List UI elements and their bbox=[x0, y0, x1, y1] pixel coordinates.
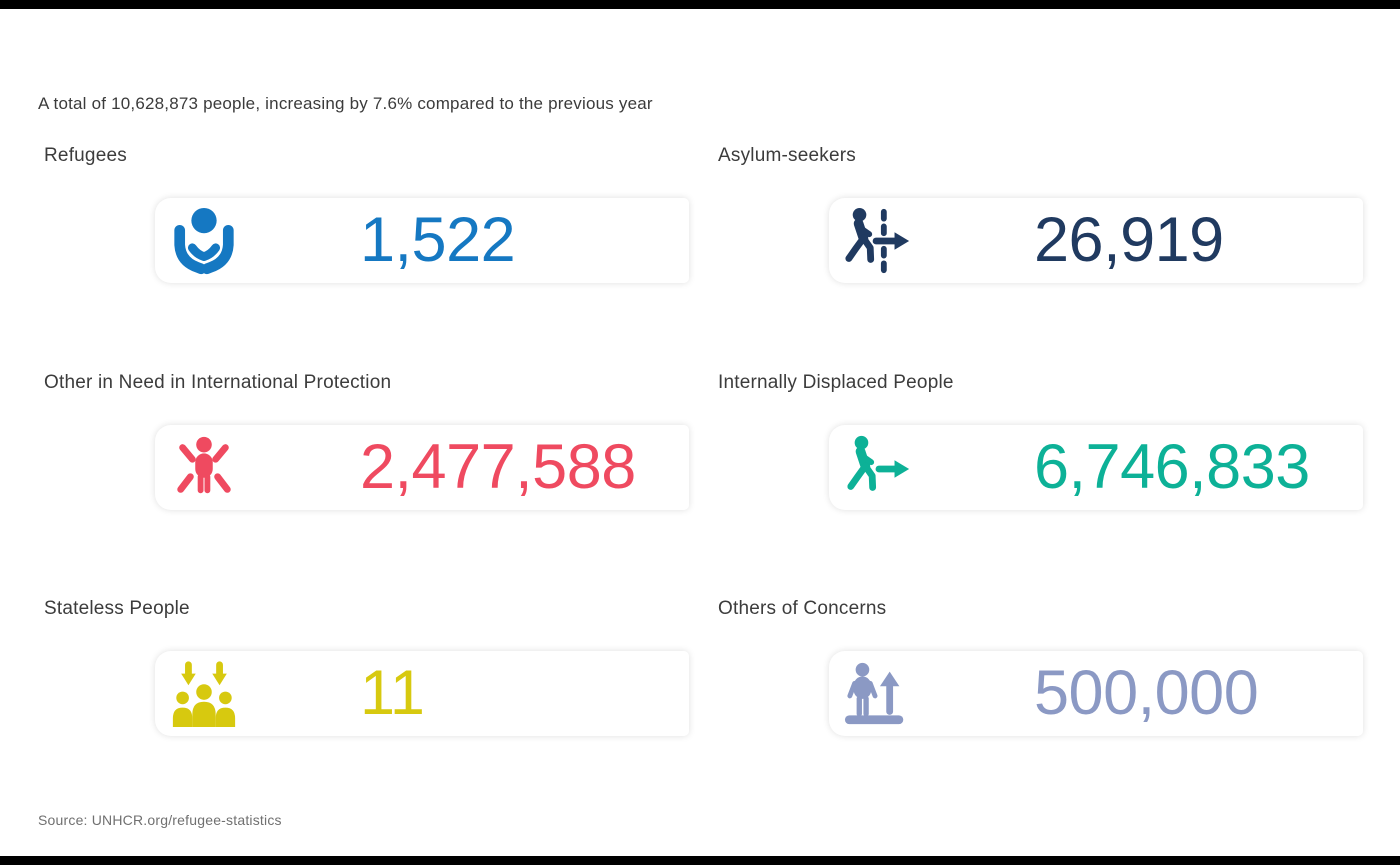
stat-section-internally-displaced: Internally Displaced People 6,746,833 bbox=[718, 372, 1378, 510]
person-crossing-border-icon bbox=[843, 206, 913, 276]
stat-card: 26,919 bbox=[829, 198, 1363, 283]
hands-holding-person-icon bbox=[169, 206, 239, 276]
stat-card: 11 bbox=[155, 651, 689, 736]
summary-text: A total of 10,628,873 people, increasing… bbox=[38, 94, 653, 113]
stat-card: 500,000 bbox=[829, 651, 1363, 736]
person-distress-icon bbox=[169, 433, 239, 503]
person-walking-arrow-icon bbox=[843, 433, 913, 503]
stat-label: Refugees bbox=[44, 145, 127, 166]
stat-label: Stateless People bbox=[44, 598, 190, 619]
people-arriving-arrows-icon bbox=[169, 659, 239, 729]
stat-value: 500,000 bbox=[1034, 658, 1259, 728]
stat-value: 6,746,833 bbox=[1034, 432, 1310, 502]
stat-label: Internally Displaced People bbox=[718, 372, 954, 393]
stat-value: 11 bbox=[360, 658, 425, 728]
stat-value: 2,477,588 bbox=[360, 432, 636, 502]
bottom-border-bar bbox=[0, 856, 1400, 865]
source-text: Source: UNHCR.org/refugee-statistics bbox=[38, 812, 282, 828]
person-step-up-arrow-icon bbox=[843, 659, 913, 729]
stat-card: 6,746,833 bbox=[829, 425, 1363, 510]
stat-section-others-of-concerns: Others of Concerns 500,000 bbox=[718, 598, 1378, 736]
stat-value: 26,919 bbox=[1034, 205, 1224, 275]
stat-section-other-in-need: Other in Need in International Protectio… bbox=[44, 372, 704, 510]
stat-value: 1,522 bbox=[360, 205, 516, 275]
stat-label: Asylum-seekers bbox=[718, 145, 856, 166]
stat-label: Others of Concerns bbox=[718, 598, 887, 619]
stat-card: 1,522 bbox=[155, 198, 689, 283]
top-border-bar bbox=[0, 0, 1400, 9]
stat-section-stateless: Stateless People 11 bbox=[44, 598, 704, 736]
stat-card: 2,477,588 bbox=[155, 425, 689, 510]
stat-section-refugees: Refugees 1,522 bbox=[44, 145, 704, 283]
stat-label: Other in Need in International Protectio… bbox=[44, 372, 392, 393]
stat-section-asylum-seekers: Asylum-seekers 26,919 bbox=[718, 145, 1378, 283]
